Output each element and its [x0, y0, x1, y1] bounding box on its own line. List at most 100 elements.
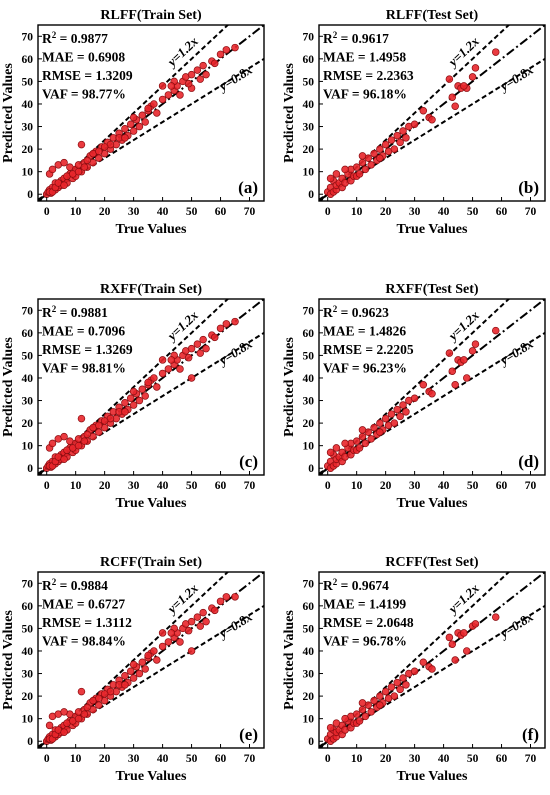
line-label-lower: y=0.8x [215, 336, 256, 369]
y-tick-label: 20 [22, 144, 34, 156]
line-label-upper: y=1.2x [163, 33, 201, 70]
data-point [463, 374, 471, 382]
data-point [216, 324, 225, 333]
data-point [210, 59, 219, 68]
data-point [419, 658, 428, 667]
data-point [393, 131, 401, 140]
plot-frame [318, 298, 546, 476]
line-label-lower: y=0.8x [496, 62, 537, 95]
x-tick-label: 30 [409, 753, 421, 765]
metric-r2: R2 = 0.9617 [323, 30, 389, 46]
data-point [326, 174, 335, 183]
data-point [193, 613, 202, 621]
x-tick-label: 20 [99, 480, 111, 492]
metric-r2: R2 = 0.9623 [323, 304, 389, 320]
chart-panel-c: RXFF(Train Set) 0 10 20 30 40 50 60 70 0 10 20 30 40 5… [1, 282, 265, 511]
data-point [402, 134, 410, 142]
data-point [167, 356, 176, 364]
data-point [135, 669, 144, 678]
data-point [376, 419, 384, 427]
data-point [95, 694, 103, 703]
chart-panel-f: RCFF(Test Set) 0 10 20 30 40 50 60 70 0 10 20 30 40 50… [282, 555, 546, 784]
x-tick-label: 30 [128, 206, 140, 218]
data-point [100, 417, 109, 425]
x-tick-label: 60 [496, 206, 508, 218]
y-tick-label: 60 [303, 601, 315, 613]
data-point [396, 412, 404, 421]
data-point [419, 106, 428, 115]
data-point [196, 75, 205, 83]
panel-label: (f) [522, 725, 539, 744]
data-point [231, 593, 239, 601]
y-tick-label: 40 [303, 373, 315, 385]
data-point [361, 712, 370, 721]
data-point [187, 70, 196, 79]
line-label-upper: y=1.2x [444, 307, 482, 344]
data-point [60, 455, 68, 463]
data-point [341, 714, 349, 723]
data-point [126, 120, 135, 129]
x-tick-label: 40 [157, 480, 169, 492]
data-point [396, 685, 404, 694]
data-point [451, 102, 459, 110]
data-point [167, 82, 176, 90]
x-tick-label: 20 [380, 206, 392, 218]
data-point [448, 640, 457, 648]
metric-rmse: RMSE = 1.3209 [42, 68, 133, 83]
data-point [410, 120, 419, 129]
x-tick-label: 40 [157, 206, 169, 218]
data-point [126, 394, 135, 403]
data-point [187, 647, 196, 655]
x-tick-label: 40 [438, 206, 450, 218]
data-point [77, 687, 86, 696]
data-point [370, 423, 378, 432]
metric-mae: MAE = 0.6727 [42, 597, 125, 612]
y-tick-label: 60 [22, 328, 34, 340]
data-point [80, 437, 89, 445]
data-point [121, 134, 129, 142]
x-tick-label: 70 [244, 753, 256, 765]
chart-title: RLFF(Train Set) [100, 8, 202, 23]
data-point [80, 163, 89, 171]
data-point [187, 344, 196, 353]
data-point [451, 380, 459, 389]
metric-r2: R2 = 0.9881 [42, 304, 108, 320]
data-point [231, 43, 239, 52]
metric-r2: R2 = 0.9877 [42, 30, 108, 46]
y-tick-label: 40 [22, 373, 34, 385]
y-tick-label: 20 [303, 144, 315, 156]
data-point [445, 75, 454, 83]
data-point [199, 61, 207, 70]
x-tick-label: 10 [351, 480, 363, 492]
y-tick-label: 0 [308, 463, 314, 475]
x-tick-label: 60 [496, 753, 508, 765]
data-point [129, 113, 138, 122]
y-tick-label: 40 [22, 99, 34, 111]
data-point [352, 437, 361, 445]
data-point [144, 378, 152, 387]
metric-vaf: VAF = 96.78% [323, 634, 407, 649]
data-point [222, 320, 231, 328]
x-tick-label: 30 [409, 206, 421, 218]
data-point [121, 672, 129, 680]
data-point [138, 111, 147, 120]
data-point [158, 82, 167, 90]
y-tick-label: 30 [22, 122, 34, 134]
data-point [196, 349, 205, 357]
data-point [332, 170, 341, 178]
x-tick-label: 30 [128, 753, 140, 765]
data-point [448, 93, 457, 101]
data-point [158, 356, 167, 364]
chart-panel-d: RXFF(Test Set) 0 10 20 30 40 50 60 70 0 10 20 30 40 50… [282, 282, 546, 511]
y-tick-label: 20 [22, 418, 34, 430]
data-point [202, 70, 210, 79]
x-tick-label: 0 [44, 480, 50, 492]
y-tick-label: 40 [303, 646, 315, 658]
y-tick-label: 20 [303, 691, 315, 703]
x-axis-label: True Values [116, 222, 187, 237]
data-point [216, 597, 225, 606]
data-point [77, 414, 86, 423]
data-point [222, 593, 231, 601]
data-point [184, 79, 193, 88]
data-point [48, 165, 57, 174]
